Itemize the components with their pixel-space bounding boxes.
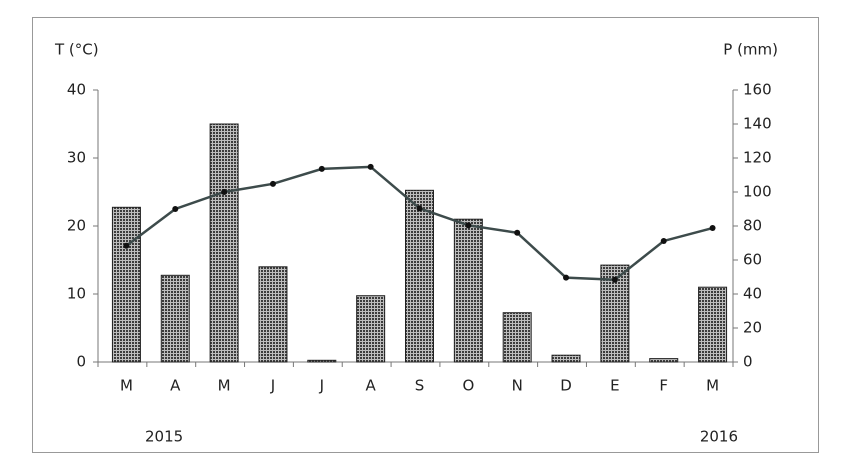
y2-tick-label: 160 <box>743 81 772 99</box>
x-tick-label: F <box>659 377 668 395</box>
line-point <box>172 206 179 212</box>
y2-tick-label: 100 <box>743 183 772 201</box>
line-point <box>660 237 667 244</box>
y-tick-label: 0 <box>76 353 86 371</box>
x-tick-label: D <box>560 377 572 395</box>
y2-tick-label: 80 <box>743 217 762 235</box>
line-point <box>416 205 423 212</box>
line-point <box>123 242 130 249</box>
line-point <box>563 274 570 281</box>
x-tick-label: J <box>270 377 275 395</box>
y-tick-label: 30 <box>67 149 86 167</box>
y2-tick-label: 120 <box>743 149 772 167</box>
x-tick-label: O <box>462 377 474 395</box>
bar <box>502 312 532 363</box>
y-tick-label: 10 <box>67 285 86 303</box>
line-point <box>514 229 521 236</box>
line-point <box>611 276 618 283</box>
bar <box>698 286 728 363</box>
bar <box>356 295 386 363</box>
x-tick-label: N <box>512 377 523 395</box>
x-tick-label: J <box>319 377 324 395</box>
y2-axis-label: P (mm) <box>723 41 778 59</box>
bar <box>551 354 581 363</box>
y-tick-label: 40 <box>67 81 86 99</box>
bar <box>453 218 483 363</box>
bar <box>649 358 679 363</box>
y2-tick-label: 60 <box>743 251 762 269</box>
line-point <box>318 165 325 172</box>
bar <box>209 123 239 363</box>
line-point <box>269 180 276 187</box>
y2-tick-label: 20 <box>743 319 762 337</box>
x-tick-label: E <box>610 377 619 395</box>
line-point <box>367 163 374 170</box>
bar <box>405 189 434 363</box>
y2-tick-label: 40 <box>743 285 762 303</box>
year-label: 2016 <box>700 428 738 446</box>
y2-tick-label: 140 <box>743 115 772 133</box>
y2-tick-label: 0 <box>743 353 753 371</box>
y-tick-label: 20 <box>67 217 86 235</box>
bar <box>160 274 190 363</box>
bar <box>258 266 288 363</box>
bar <box>111 206 141 363</box>
line-point <box>709 225 716 232</box>
x-tick-label: S <box>415 377 425 395</box>
year-label: 2015 <box>145 428 183 446</box>
x-tick-label: M <box>120 377 133 395</box>
x-tick-label: A <box>366 377 377 395</box>
y-axis-label: T (°C) <box>54 41 99 59</box>
bar <box>307 359 337 363</box>
x-tick-label: M <box>218 377 231 395</box>
x-tick-label: M <box>706 377 719 395</box>
x-tick-label: A <box>170 377 181 395</box>
line-point <box>465 222 472 229</box>
line-point <box>221 189 228 195</box>
